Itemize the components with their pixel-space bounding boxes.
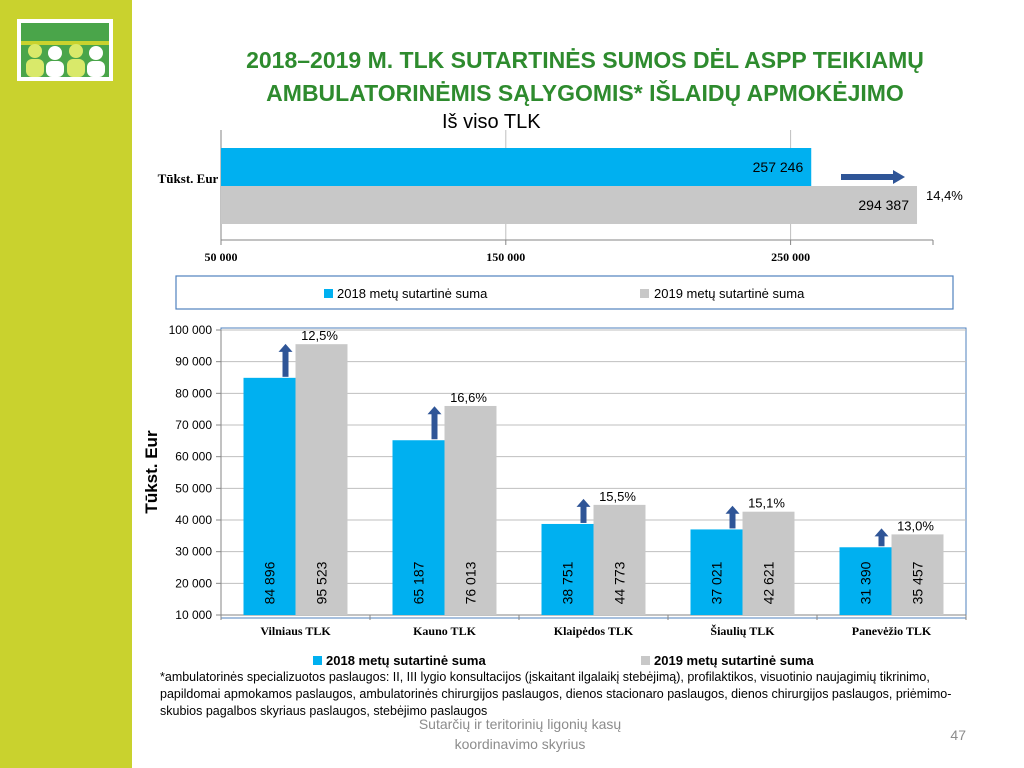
arrow-icon: [278, 343, 293, 377]
bar-total-2018: [221, 148, 812, 186]
bar-2018: [690, 529, 743, 615]
x-category-label: Šiaulių TLK: [710, 624, 775, 638]
chart-top-legend-box: [175, 275, 954, 310]
legend-swatch-2019: [640, 289, 649, 298]
data-label: 42 621: [761, 561, 777, 604]
x-category-label: Kauno TLK: [413, 624, 476, 638]
y-tick-label: 80 000: [175, 386, 212, 400]
arrow-icon: [427, 406, 442, 440]
x-tick-label: 150 000: [486, 250, 525, 264]
page-title-line-2: AMBULATORINĖMIS SĄLYGOMIS* IŠLAIDŲ APMOK…: [266, 80, 904, 106]
logo: [17, 19, 113, 81]
bar-2018: [541, 523, 594, 615]
y-tick-label: 30 000: [175, 545, 212, 559]
bar-2019: [444, 405, 497, 615]
data-label: 257 246: [753, 159, 804, 175]
x-tick-label: 250 000: [771, 250, 810, 264]
change-label: 15,1%: [748, 496, 785, 511]
sidebar-band: [0, 0, 132, 768]
bar-total-2019: [221, 186, 918, 224]
legend-swatch-2018-bottom: [313, 656, 322, 665]
legend-label-2019-bottom: 2019 metų sutartinė suma: [654, 653, 814, 668]
x-category-label: Klaipėdos TLK: [554, 624, 634, 638]
bar-2019: [891, 534, 944, 615]
data-label: 38 751: [560, 561, 576, 604]
data-label: 65 187: [411, 561, 427, 604]
footer-line-1: Sutarčių ir teritorinių ligonių kasų: [418, 716, 622, 732]
data-label: 37 021: [709, 561, 725, 604]
arrow-icon: [874, 528, 889, 547]
bar-2019: [593, 504, 646, 615]
arrow-icon: [841, 170, 905, 184]
change-label: 12,5%: [301, 328, 338, 343]
page-title: 2018–2019 M. TLK SUTARTINĖS SUMOS DĖL AS…: [150, 44, 1020, 110]
x-category-label: Panevėžio TLK: [852, 624, 932, 638]
data-label: 31 390: [858, 561, 874, 604]
total-horizontal-bar-chart: Iš viso TLK 50 000 150 000 250 000 257 246…: [158, 111, 963, 310]
bar-2019: [742, 511, 795, 615]
change-label: 13,0%: [897, 518, 934, 533]
arrow-icon: [725, 505, 740, 529]
x-category-label: Vilniaus TLK: [260, 624, 331, 638]
chart-top-ylabel-text: Tūkst. Eur: [158, 171, 219, 186]
data-label: 84 896: [262, 561, 278, 604]
chart-bottom-ylabel-text: Tūkst. Eur: [142, 430, 161, 514]
y-tick-label: 100 000: [169, 323, 213, 337]
y-tick-label: 50 000: [175, 481, 212, 495]
y-tick-label: 10 000: [175, 608, 212, 622]
change-label: 15,5%: [599, 489, 636, 504]
bar-2019: [295, 344, 348, 615]
arrow-icon: [576, 498, 591, 523]
legend-label-2018: 2018 metų sutartinė suma: [337, 286, 488, 301]
chart-bottom-ylabel: Tūkst. Eur: [142, 430, 161, 514]
y-tick-label: 40 000: [175, 513, 212, 527]
chart-top-change-label: 14,4%: [926, 188, 963, 203]
y-tick-label: 20 000: [175, 576, 212, 590]
bar-2018: [243, 377, 296, 615]
data-label: 44 773: [612, 561, 628, 604]
y-tick-label: 70 000: [175, 418, 212, 432]
data-label: 35 457: [910, 561, 926, 604]
legend-label-2018-bottom: 2018 metų sutartinė suma: [326, 653, 486, 668]
footer-line-2: koordinavimo skyrius: [454, 736, 586, 752]
y-tick-label: 60 000: [175, 450, 212, 464]
chart-top-title: Iš viso TLK: [442, 111, 541, 133]
footer-department: Sutarčių ir teritorinių ligonių kasų koo…: [380, 714, 660, 754]
change-label: 16,6%: [450, 390, 487, 405]
y-tick-label: 90 000: [175, 355, 212, 369]
legend-swatch-2018: [324, 289, 333, 298]
page-title-line-1: 2018–2019 M. TLK SUTARTINĖS SUMOS DĖL AS…: [246, 47, 924, 73]
page-number: 47: [950, 727, 966, 743]
legend-swatch-2019-bottom: [641, 656, 650, 665]
x-tick-label: 50 000: [205, 250, 238, 264]
data-label: 76 013: [463, 561, 479, 604]
bar-2018: [839, 547, 892, 615]
footnote: *ambulatorinės specializuotos paslaugos:…: [160, 670, 952, 718]
people-group-logo-icon: [21, 23, 109, 77]
data-label: 294 387: [858, 197, 909, 213]
data-label: 95 523: [314, 561, 330, 604]
bar-2018: [392, 440, 445, 615]
legend-label-2019: 2019 metų sutartinė suma: [654, 286, 805, 301]
chart-top-ylabel: Tūkst. Eur: [158, 171, 219, 186]
